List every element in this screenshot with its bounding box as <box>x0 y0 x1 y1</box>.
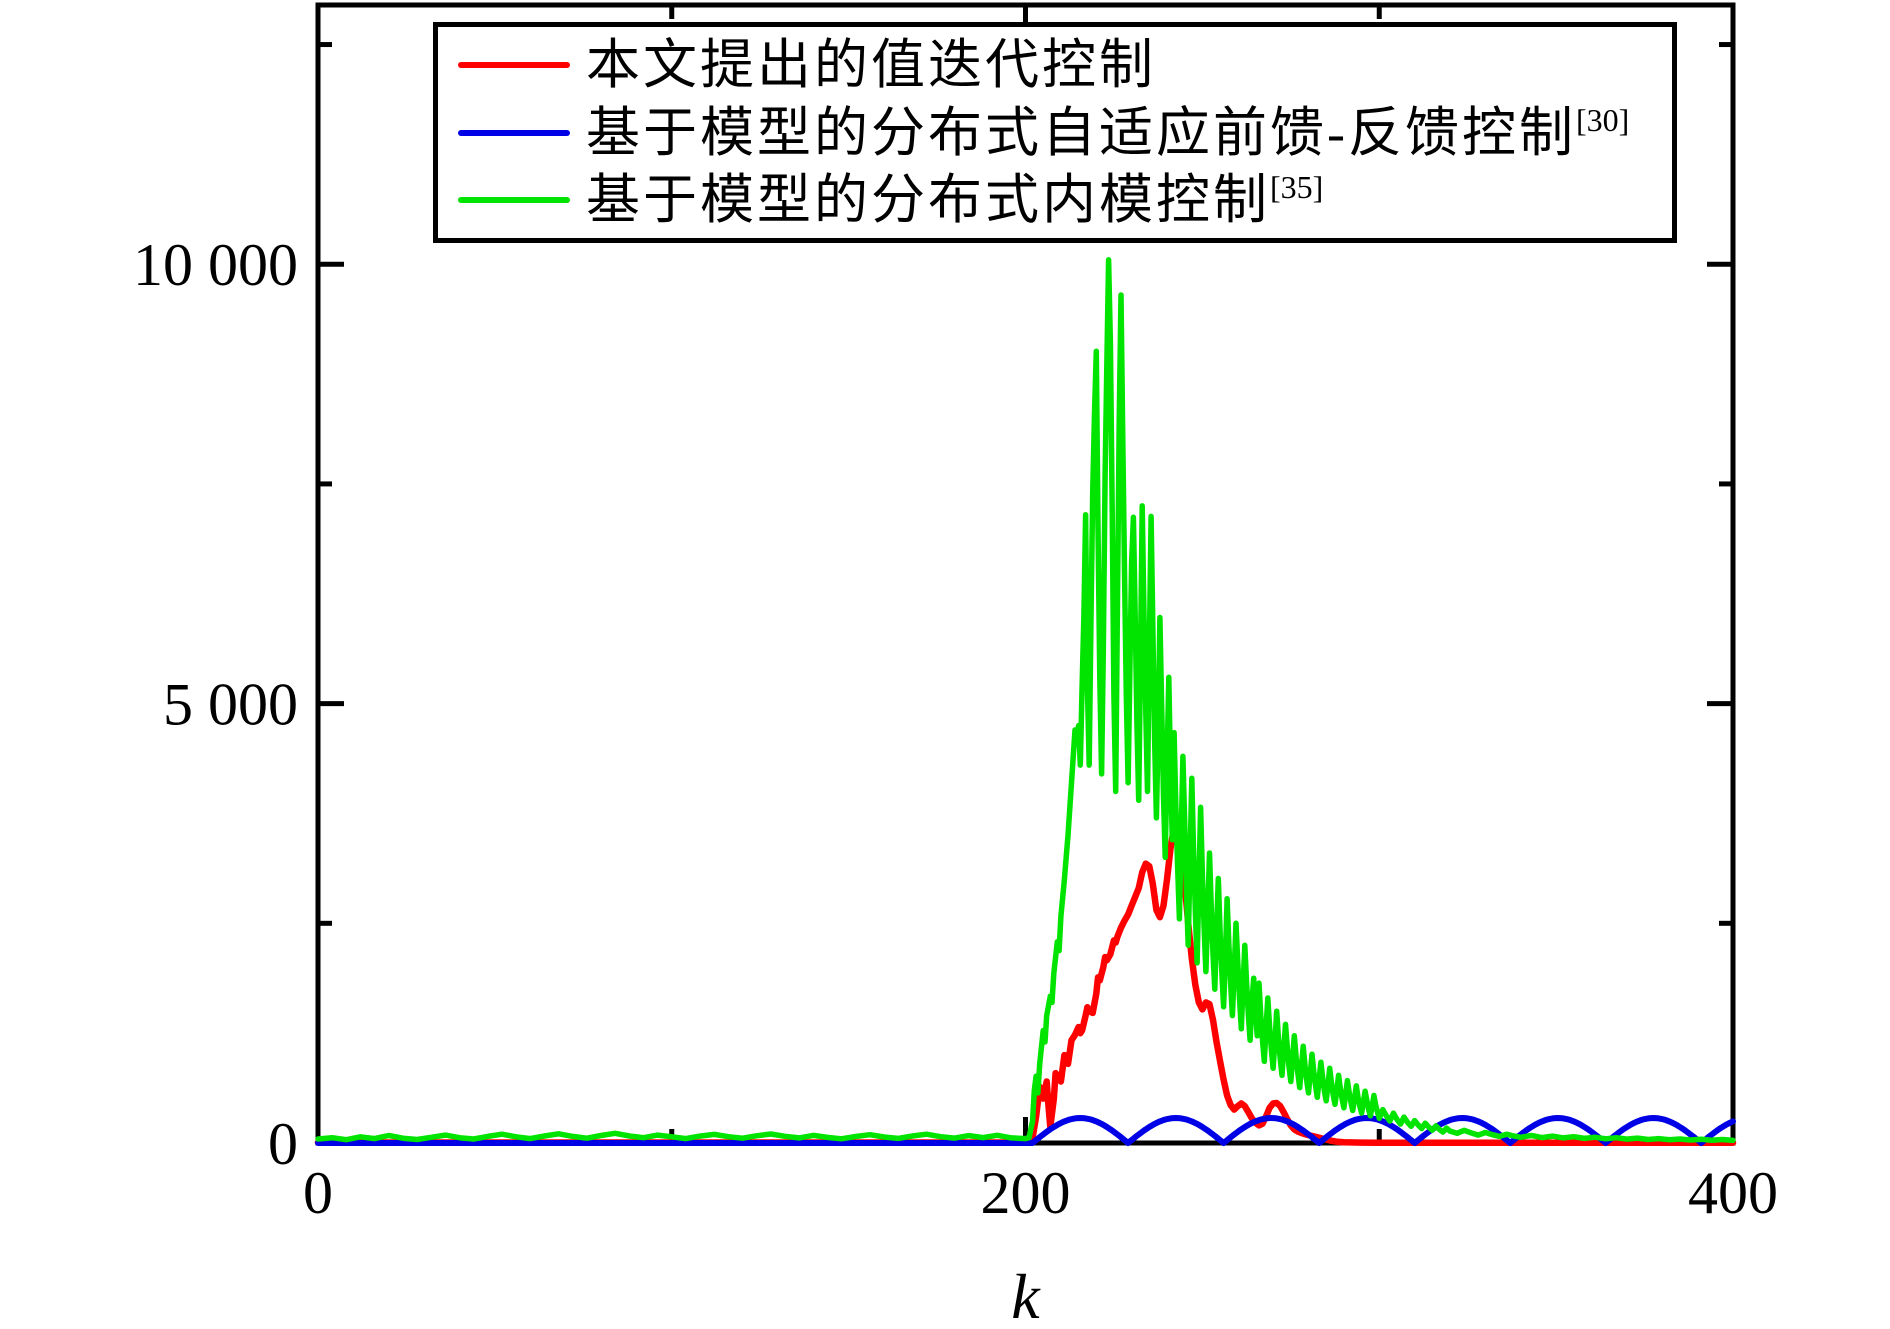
citation-superscript: [35] <box>1270 169 1324 206</box>
red-series-line <box>314 819 1737 1146</box>
blue-series-line <box>315 1115 1736 1146</box>
legend-item: 本文提出的值迭代控制 <box>458 31 1672 99</box>
legend-item: 基于模型的分布式内模控制[35] <box>458 166 1672 234</box>
green-line-swatch <box>458 197 570 204</box>
red-line-swatch <box>458 61 570 68</box>
legend-label: 本文提出的值迭代控制 <box>586 38 1156 92</box>
legend-label: 基于模型的分布式内模控制[35] <box>586 170 1323 231</box>
y-tick-label: 0 <box>268 1111 298 1177</box>
legend: 本文提出的值迭代控制 基于模型的分布式自适应前馈-反馈控制[30] 基于模型的分… <box>433 22 1677 243</box>
legend-item: 基于模型的分布式自适应前馈-反馈控制[30] <box>458 99 1672 167</box>
legend-label-text: 基于模型的分布式自适应前馈-反馈控制 <box>586 102 1576 163</box>
citation-superscript: [30] <box>1575 101 1630 138</box>
blue-line-swatch <box>458 129 570 136</box>
y-tick-label: 10 000 <box>133 232 298 298</box>
legend-label-text: 基于模型的分布式内模控制 <box>586 170 1270 231</box>
x-tick-label: 200 <box>981 1160 1071 1226</box>
x-tick-label: 400 <box>1688 1160 1778 1226</box>
legend-label-text: 本文提出的值迭代控制 <box>586 34 1156 95</box>
y-tick-label: 5 000 <box>163 672 298 738</box>
x-axis-label: k <box>1011 1261 1041 1329</box>
x-tick-label: 0 <box>303 1160 333 1226</box>
legend-label: 基于模型的分布式自适应前馈-反馈控制[30] <box>586 102 1629 163</box>
green-series-line <box>315 257 1736 1144</box>
